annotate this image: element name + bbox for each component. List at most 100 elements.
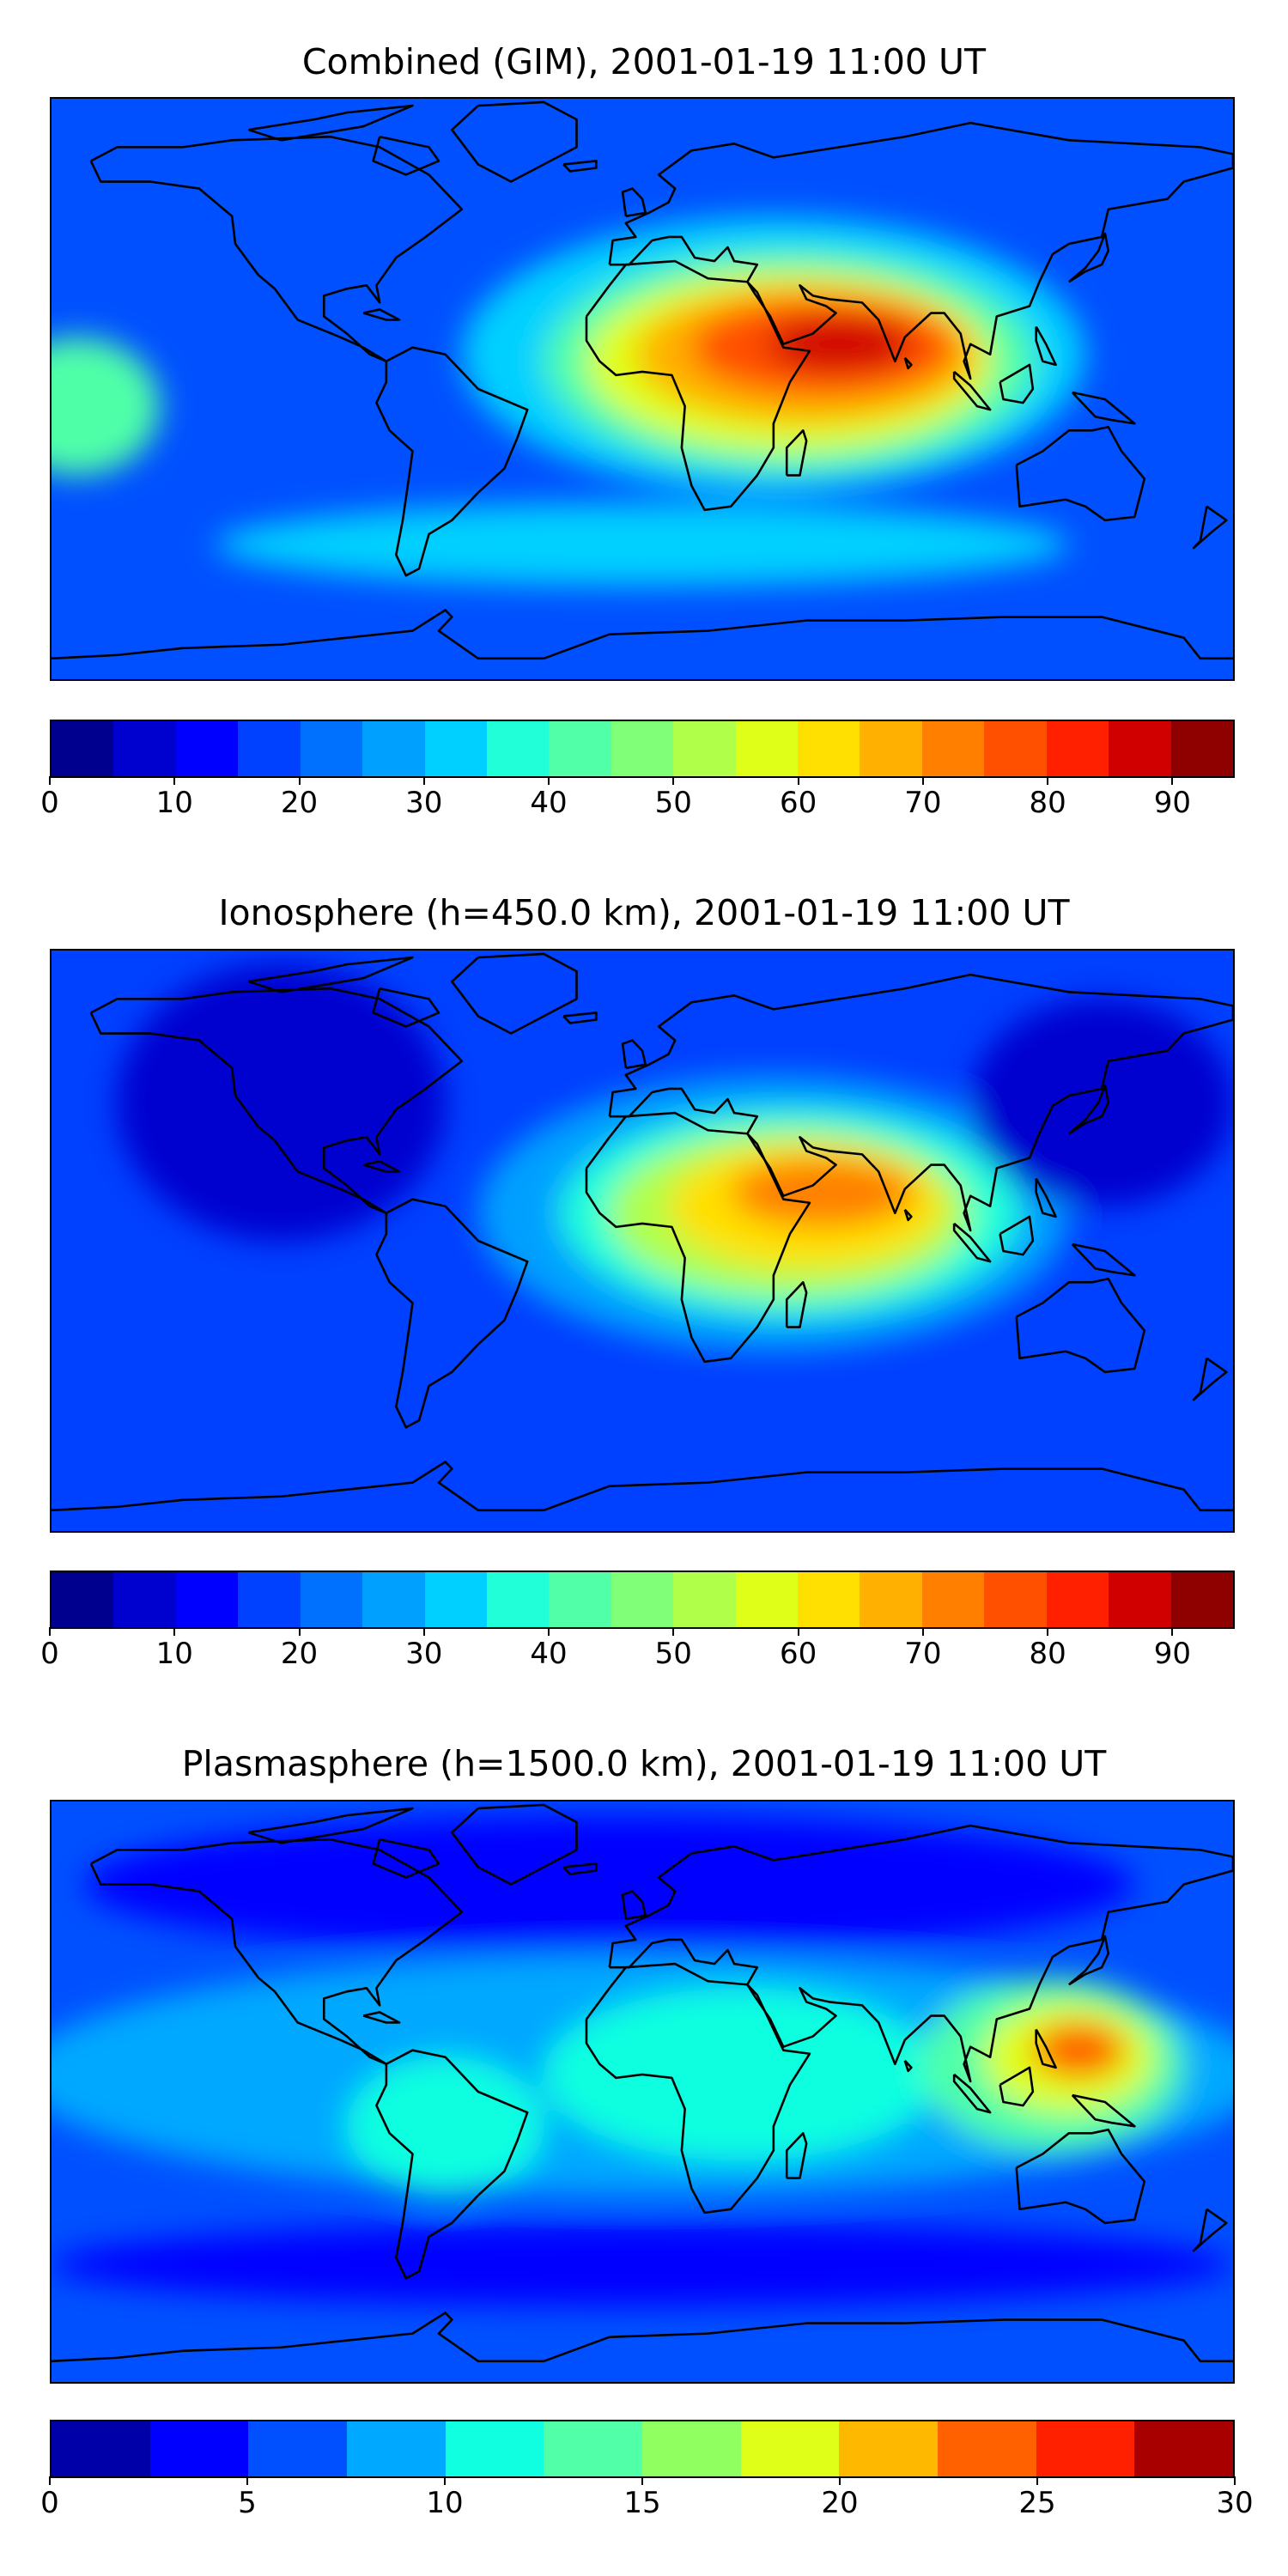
coastline <box>785 429 808 477</box>
colorbar-swatch <box>362 721 425 776</box>
colorbar-swatch <box>921 1572 985 1627</box>
coastline <box>621 1890 647 1921</box>
colorbar-tick-label: 20 <box>821 2486 859 2520</box>
colorbar-tick-label: 5 <box>238 2486 257 2520</box>
colorbar-tick-label: 90 <box>1153 1637 1191 1671</box>
colorbar-tick <box>422 776 425 785</box>
colorbar-tick-label: 70 <box>904 786 942 820</box>
coastline <box>362 1160 401 1173</box>
colorbar-tick-label: 60 <box>779 786 817 820</box>
coastline <box>903 1208 913 1222</box>
colorbar-tick-label: 0 <box>40 1637 59 1671</box>
colorbar-tick <box>173 776 176 785</box>
coastline <box>362 2011 401 2024</box>
colorbar-swatch <box>113 721 176 776</box>
coastline <box>621 1039 647 1070</box>
colorbar-tick <box>298 776 301 785</box>
colorbar-tick <box>839 2476 841 2485</box>
colorbar-tick <box>1047 776 1049 785</box>
colorbar-swatch <box>798 721 860 776</box>
colorbar-swatch <box>921 721 985 776</box>
coastline <box>999 363 1035 404</box>
colorbar-tick-label: 50 <box>654 1637 692 1671</box>
coastline <box>1071 391 1136 425</box>
colorbar-tick <box>672 776 675 785</box>
coastline <box>375 2049 529 2280</box>
colorbar-tick <box>672 1627 675 1636</box>
colorbar-tick <box>1036 2476 1038 2485</box>
field-contour <box>544 1988 938 2161</box>
colorbar-swatch <box>175 1572 239 1627</box>
colorbar-tick <box>921 1627 924 1636</box>
panel-title: Plasmasphere (h=1500.0 km), 2001-01-19 1… <box>181 1743 1107 1784</box>
colorbar-swatch <box>1109 721 1171 776</box>
coastline <box>52 609 1233 660</box>
coastline <box>903 356 913 370</box>
coastline <box>785 2132 808 2179</box>
coastline <box>89 987 464 1215</box>
field-contour <box>216 502 1069 586</box>
coastline <box>608 121 1233 380</box>
colorbar-swatch <box>673 1572 736 1627</box>
colorbar-swatch <box>984 1572 1047 1627</box>
field-contour <box>347 2057 544 2196</box>
colorbar-swatch <box>735 721 799 776</box>
coastline <box>952 1222 992 1263</box>
colorbar-swatch <box>611 721 674 776</box>
colorbar-tick-label: 50 <box>654 786 692 820</box>
colorbar-tick-label: 30 <box>405 1637 443 1671</box>
colorbar-tick-label: 10 <box>426 2486 464 2520</box>
coastline <box>1035 325 1057 367</box>
tec-map <box>50 949 1235 1533</box>
coastline <box>1192 505 1228 550</box>
field-contour <box>117 964 446 1241</box>
colorbar-tick <box>548 776 550 785</box>
colorbar-swatch <box>1170 1572 1233 1627</box>
coastline <box>375 1198 529 1429</box>
colorbar-tick-label: 40 <box>530 1637 568 1671</box>
colorbar-tick-label: 30 <box>405 786 443 820</box>
colorbar-swatch <box>544 2421 643 2476</box>
colorbar-swatch <box>486 1572 550 1627</box>
colorbar-swatch <box>1170 721 1233 776</box>
colorbar-tick <box>797 1627 799 1636</box>
colorbar-swatch <box>984 721 1047 776</box>
colorbar-swatch <box>113 1572 176 1627</box>
coastline <box>621 187 647 218</box>
coastline <box>1015 2128 1146 2225</box>
colorbar-tick-label: 80 <box>1029 1637 1066 1671</box>
coastline <box>1071 1242 1136 1277</box>
colorbar-swatch <box>549 721 611 776</box>
colorbar-tick <box>444 2476 446 2485</box>
colorbar-swatch <box>445 2421 544 2476</box>
coastline <box>608 973 1233 1232</box>
field-contour <box>1032 2022 1125 2078</box>
colorbar-swatch <box>839 2421 939 2476</box>
colorbar-swatch <box>642 2421 741 2476</box>
coastline <box>52 1461 1233 1512</box>
coastline <box>1068 1084 1110 1135</box>
coastline <box>608 1824 1233 2083</box>
coastline <box>451 952 578 1035</box>
colorbar-tick <box>49 2476 51 2485</box>
coastline <box>372 987 440 1028</box>
coastline <box>585 1111 811 1364</box>
colorbar-swatch <box>611 1572 674 1627</box>
colorbar-swatch <box>238 721 301 776</box>
map-svg <box>52 99 1233 679</box>
colorbar-tick-label: 10 <box>155 1637 193 1671</box>
colorbar-tick <box>49 1627 51 1636</box>
colorbar-swatch <box>300 721 363 776</box>
coastline <box>903 2059 913 2073</box>
colorbar-swatch <box>175 721 239 776</box>
colorbar-tick-label: 0 <box>40 786 59 820</box>
coastline <box>785 1281 808 1328</box>
colorbar-tick-label: 15 <box>623 2486 661 2520</box>
colorbar-swatch <box>1134 2421 1233 2476</box>
colorbar-swatch <box>735 1572 799 1627</box>
coastline <box>562 1012 598 1024</box>
coastline <box>562 160 598 173</box>
colorbar-tick <box>641 2476 643 2485</box>
colorbar-swatch <box>673 721 736 776</box>
coastline <box>1015 1277 1146 1374</box>
